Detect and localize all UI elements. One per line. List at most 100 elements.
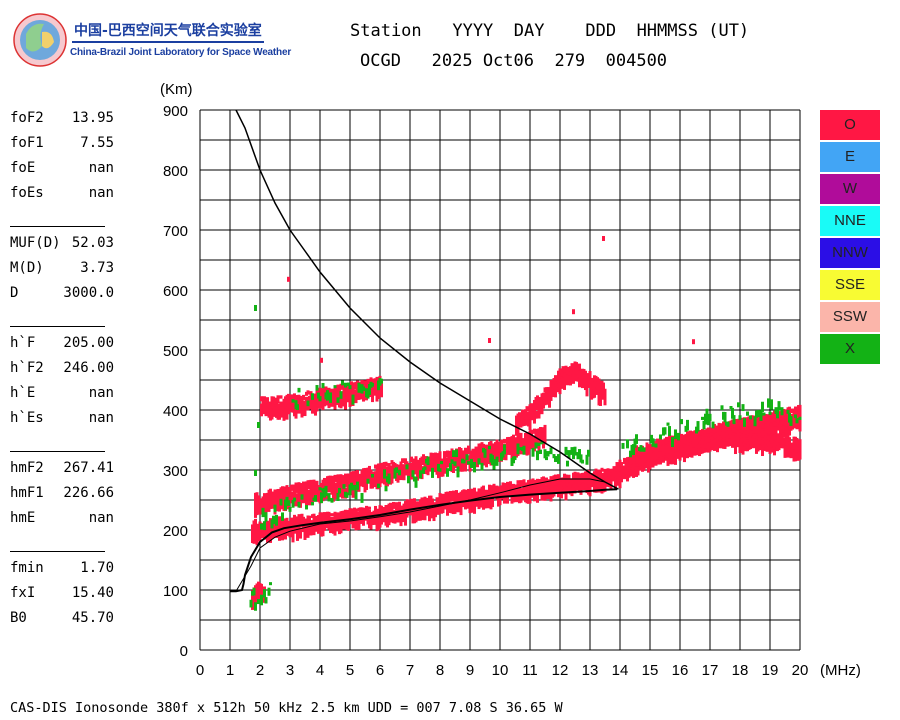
echo-point-o [330,513,334,517]
legend-item-x: X [820,334,880,364]
echo-point-o [278,516,281,520]
param-label: h`F [10,335,36,351]
echo-point-x [407,475,410,484]
param-row: B0 45.70 [10,608,120,633]
echo-point-o [302,394,305,400]
polarization-legend: O E W NNE NNW SSE SSW X [820,110,880,366]
echo-point-x [422,467,425,474]
echo-point-x [317,392,320,399]
echo-point-o [675,447,679,459]
echo-point-x [726,421,730,427]
echo-point-x [437,463,440,472]
echo-point-x [263,589,266,598]
echo-point-x [659,434,662,440]
echo-point-x [326,390,329,401]
param-value: 13.95 [71,110,114,126]
echo-point-x [639,445,643,452]
y-tick-label: 0 [180,643,188,660]
param-value: 205.00 [63,335,114,351]
echo-point-o [347,521,350,531]
param-value: 3000.0 [63,285,114,301]
param-value: 3.73 [80,260,114,276]
lab-logo: 中国-巴西空间天气联合实验室 China-Brazil Joint Labora… [12,12,291,72]
echo-point-o [669,449,673,462]
echo-point-x [449,463,452,471]
echo-point-x [567,450,571,459]
echo-point-o [527,444,530,455]
x-tick-label: 3 [286,662,294,679]
echo-point-o [306,390,310,395]
echo-point-o [707,436,710,443]
echo-point-o [545,398,548,405]
echo-point-o [474,448,478,455]
echo-point-o [389,502,392,510]
echo-point-x [668,426,671,436]
echo-point-x [438,468,442,472]
echo-point-o [320,512,323,517]
echo-point-x [581,459,584,464]
echo-point-o [488,338,491,343]
echo-point-x [324,485,328,496]
x-tick-label: 1 [226,662,234,679]
echo-point-o [603,397,607,406]
echo-point-x [264,512,268,522]
param-label: h`Es [10,410,44,426]
echo-point-o [291,397,295,410]
echo-point-o [438,455,442,464]
echo-point-o [746,420,749,427]
param-row: foF2 13.95 [10,108,120,133]
x-tick-label: 5 [346,662,354,679]
parameter-panel: foF2 13.95 foF1 7.55 foE nan foEs nan MUF(D) 52.0… [10,108,120,633]
param-label: hmF2 [10,460,44,476]
x-tick-label: 9 [466,662,474,679]
echo-point-o [554,474,557,479]
header-line-labels: Station YYYY DAY DDD HHMMSS (UT) [350,21,750,41]
param-row: MUF(D) 52.03 [10,233,120,258]
echo-point-x [393,468,397,479]
echo-point-x [495,456,499,466]
echo-point-x [291,499,295,508]
echo-point-x [288,507,292,512]
y-tick-label: 100 [163,583,188,600]
echo-point-x [384,485,388,492]
echo-point-x [492,459,496,470]
echo-point-o [332,481,335,492]
param-row: foF1 7.55 [10,133,120,158]
param-row: hmE nan [10,508,120,533]
echo-point-x [305,505,308,510]
echo-point-x [632,444,635,456]
echo-point-x [306,400,310,407]
header-line-values: OCGD 2025 Oct06 279 004500 [360,51,668,71]
echo-point-o [645,442,649,451]
echo-point-o [704,429,707,438]
virtual-height-trace [235,478,606,592]
echo-point-x [252,587,256,596]
echo-point-x [297,501,301,508]
echo-point-x [777,401,781,411]
echo-point-o [564,476,568,481]
echo-point-x [701,416,704,420]
echo-point-o [540,393,544,406]
param-value: nan [88,410,114,426]
param-label: foF1 [10,135,44,151]
echo-point-x [794,414,797,419]
echo-point-x [339,391,343,399]
echo-point-o [503,438,506,444]
echo-point-o [614,477,617,490]
echo-point-o [291,491,295,503]
echo-point-x [315,385,319,391]
param-value: nan [88,160,114,176]
echo-point-x [540,441,544,445]
echo-point-o [327,400,331,409]
echo-point-x [368,384,371,395]
echo-point-x [414,476,418,488]
param-separator [10,226,105,227]
echo-point-o [294,407,298,419]
legend-item-nne: NNE [820,206,880,236]
echo-point-x [534,442,538,449]
echo-point-o [303,405,307,417]
echo-point-o [794,450,797,462]
x-tick-label: 14 [612,662,629,679]
echo-point-x [549,447,553,455]
echo-point-o [327,511,331,517]
